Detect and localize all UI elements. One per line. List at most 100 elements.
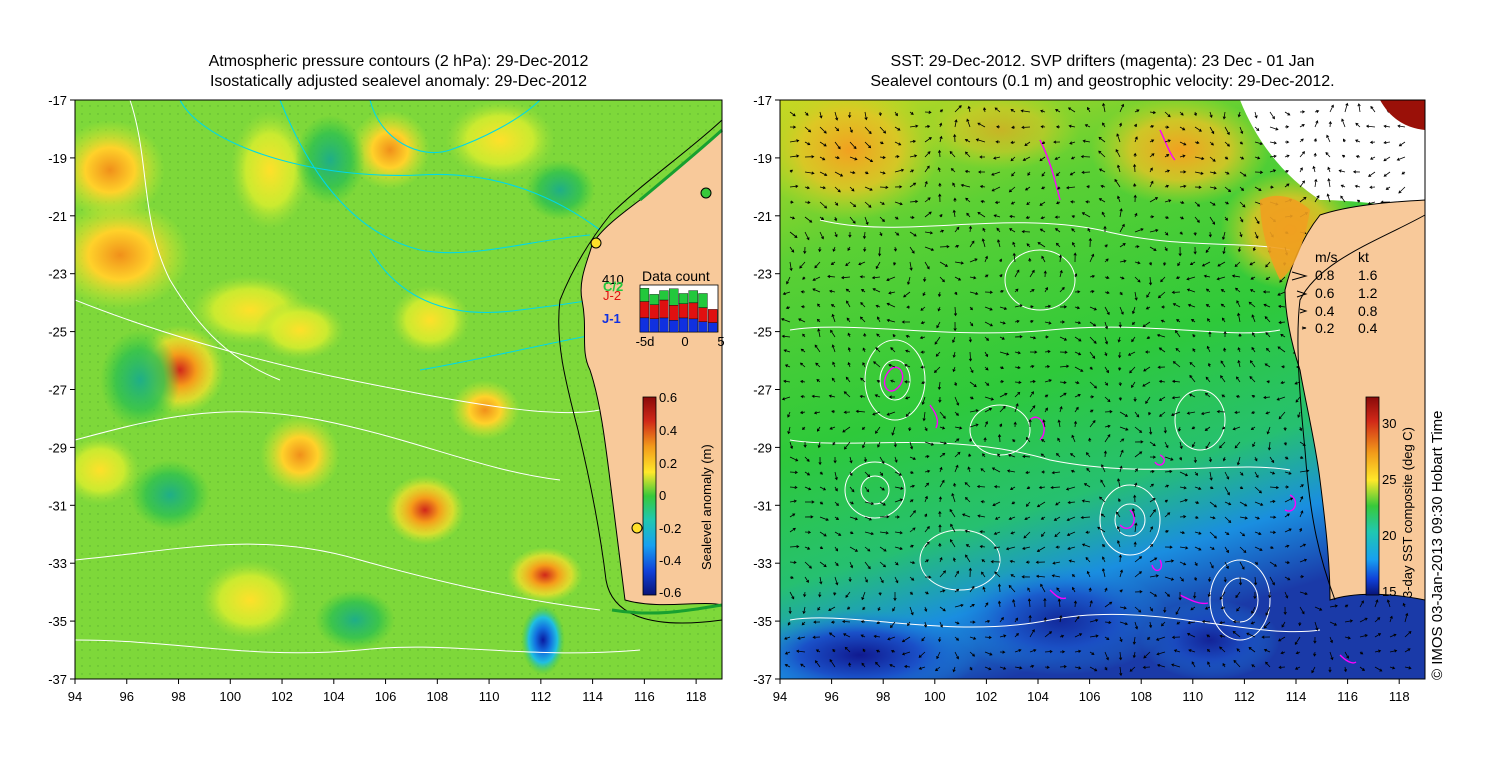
velocity-arrow: [886, 276, 896, 282]
velocity-arrow: [1145, 396, 1151, 405]
velocity-arrow: [819, 216, 825, 220]
velocity-arrow: [1057, 419, 1061, 428]
velocity-arrow: [1281, 621, 1286, 628]
velocity-arrow: [789, 527, 796, 533]
velocity-arrow: [1221, 317, 1226, 323]
velocity-arrow: [920, 350, 926, 354]
velocity-arrow: [789, 470, 798, 474]
velocity-arrow: [845, 261, 851, 267]
velocity-arrow: [1149, 557, 1158, 563]
velocity-arrow: [1194, 531, 1202, 535]
velocity-arrow: [1089, 366, 1093, 370]
velocity-arrow: [832, 441, 836, 446]
velocity-arrow: [984, 396, 995, 401]
velocity-arrow: [1027, 587, 1031, 593]
velocity-arrow: [901, 320, 910, 324]
velocity-arrow: [1295, 651, 1301, 655]
velocity-arrow: [877, 606, 881, 611]
velocity-arrow: [1280, 651, 1286, 655]
velocity-arrow: [999, 306, 1008, 310]
velocity-arrow: [1010, 201, 1016, 205]
velocity-arrow: [1117, 336, 1121, 343]
velocity-arrow: [1044, 365, 1051, 369]
velocity-arrow: [924, 165, 930, 173]
velocity-arrow: [1066, 531, 1076, 536]
velocity-arrow: [846, 606, 851, 610]
velocity-arrow: [909, 561, 916, 565]
velocity-arrow: [1040, 216, 1046, 220]
velocity-arrow: [1164, 576, 1175, 581]
velocity-arrow: [1014, 617, 1019, 623]
velocity-arrow: [905, 396, 911, 400]
velocity-arrow: [1074, 351, 1082, 356]
velocity-arrow: [802, 606, 806, 615]
velocity-arrow: [1269, 530, 1277, 534]
y-tick-label: -25: [753, 325, 772, 340]
velocity-arrow: [1234, 410, 1241, 414]
velocity-arrow: [1085, 530, 1091, 534]
velocity-arrow: [1254, 111, 1258, 119]
velocity-arrow: [1104, 336, 1109, 345]
velocity-arrow: [1389, 649, 1398, 653]
velocity-arrow: [1283, 426, 1287, 431]
velocity-arrow: [984, 255, 988, 263]
velocity-arrow: [800, 663, 806, 668]
velocity-arrow: [1104, 291, 1110, 295]
x-tick-label: 94: [773, 689, 787, 704]
velocity-arrow: [952, 557, 956, 563]
velocity-arrow: [1209, 561, 1214, 569]
velocity-arrow: [844, 646, 851, 653]
velocity-arrow: [1089, 600, 1093, 608]
velocity-arrow: [1118, 651, 1123, 661]
velocity-arrow: [1074, 273, 1078, 278]
velocity-arrow: [1029, 649, 1037, 653]
velocity-arrow: [1146, 291, 1151, 298]
velocity-arrow: [1134, 228, 1144, 233]
velocity-arrow: [1118, 381, 1122, 387]
velocity-arrow: [969, 258, 978, 263]
velocity-arrow: [1369, 140, 1376, 144]
velocity-arrow: [789, 499, 797, 503]
velocity-arrow: [1118, 366, 1122, 371]
velocity-arrow: [969, 423, 979, 428]
velocity-arrow: [1085, 557, 1091, 563]
legend-header-ms: m/s: [1315, 249, 1338, 265]
velocity-arrow: [1232, 426, 1241, 431]
velocity-arrow: [954, 105, 962, 113]
velocity-arrow: [1014, 666, 1023, 670]
velocity-arrow: [1383, 124, 1391, 128]
velocity-arrow: [894, 531, 903, 535]
velocity-arrow: [819, 561, 827, 568]
velocity-arrow: [1158, 396, 1166, 401]
y-tick-label: -23: [753, 267, 772, 282]
velocity-arrow: [1207, 362, 1211, 368]
velocity-arrow: [909, 124, 919, 128]
velocity-arrow: [992, 501, 1001, 507]
velocity-arrow: [1039, 201, 1046, 206]
data-count-bar-j2: [669, 305, 679, 321]
velocity-arrow: [1053, 140, 1061, 144]
velocity-arrow: [1051, 471, 1061, 475]
velocity-arrow: [1239, 201, 1246, 208]
velocity-arrow: [1204, 392, 1211, 398]
tide-gauge-marker: [700, 187, 712, 199]
velocity-arrow: [1314, 606, 1323, 611]
x-tick-label: 118: [1389, 689, 1410, 704]
velocity-arrow: [967, 105, 971, 113]
velocity-arrow: [1207, 591, 1211, 598]
velocity-arrow: [1164, 512, 1171, 518]
velocity-arrow: [1164, 125, 1170, 129]
velocity-arrow: [1239, 171, 1247, 177]
velocity-arrow: [804, 546, 811, 550]
velocity-arrow: [1119, 666, 1123, 677]
velocity-arrow: [979, 544, 986, 549]
velocity-arrow: [1235, 591, 1241, 599]
velocity-arrow: [849, 141, 857, 150]
velocity-arrow: [1127, 351, 1136, 356]
velocity-arrow: [1027, 171, 1031, 176]
velocity-arrow: [1025, 215, 1031, 220]
velocity-arrow: [1189, 374, 1196, 383]
legend-ms-value: 0.8: [1315, 267, 1335, 283]
velocity-arrow: [875, 304, 881, 308]
velocity-arrow: [1089, 321, 1097, 327]
